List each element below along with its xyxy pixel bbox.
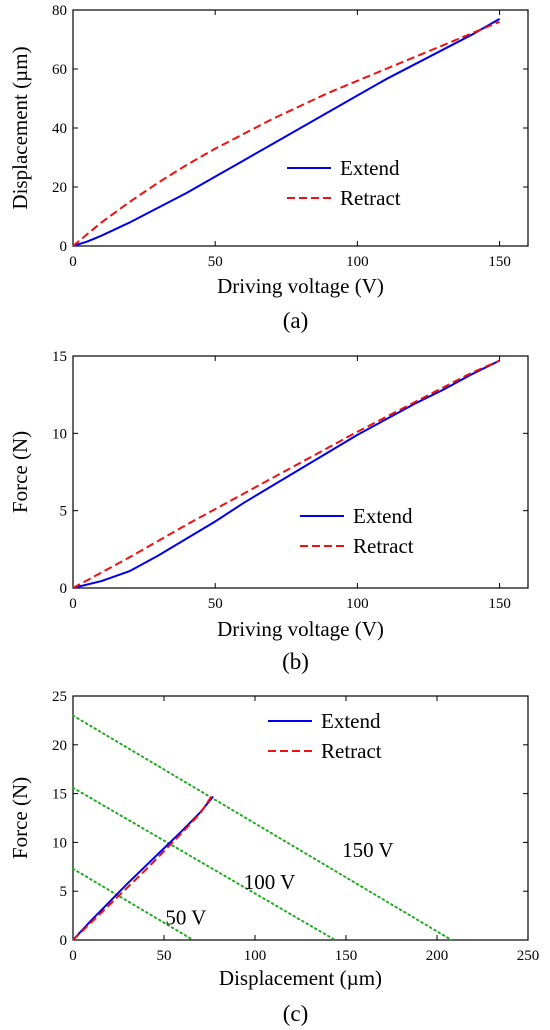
axes-frame xyxy=(72,355,529,589)
chart-panel-2: 0 50 100 150 0 5 10 15 Driving voltage (V) Force … xyxy=(8,349,529,674)
y-axis-label: Displacement (µm) xyxy=(8,46,32,209)
legend-label-retract: Retract xyxy=(353,534,414,558)
y-tick-label: 5 xyxy=(60,884,68,900)
x-axis-label: Driving voltage (V) xyxy=(217,274,384,298)
x-axis-label: Displacement (µm) xyxy=(219,966,382,990)
y-tick-label: 20 xyxy=(52,738,67,754)
series-line-extend xyxy=(72,359,500,589)
y-tick-label: 10 xyxy=(52,835,67,851)
y-axis-label: Force (N) xyxy=(8,777,32,859)
chart-panel-3: 0 50 100 150 200 250 0 5 10 15 20 25 Displacement (µ… xyxy=(8,689,539,1026)
y-tick-label: 0 xyxy=(60,581,68,597)
x-tick-label: 150 xyxy=(488,254,511,270)
load-line-100v xyxy=(72,786,337,941)
x-tick-label: 0 xyxy=(69,254,77,270)
y-tick-label: 0 xyxy=(60,933,68,949)
load-line-50v xyxy=(72,867,195,941)
y-axis-label: Force (N) xyxy=(8,431,32,513)
legend-label-extend: Extend xyxy=(321,709,381,733)
x-tick-label: 0 xyxy=(69,948,77,964)
x-axis-label: Driving voltage (V) xyxy=(217,617,384,641)
x-tick-label: 100 xyxy=(346,254,369,270)
y-tick-label: 60 xyxy=(52,62,67,78)
x-tick-label: 100 xyxy=(244,948,267,964)
series-line-extend xyxy=(72,17,501,247)
y-tick-label: 40 xyxy=(52,121,67,137)
x-tick-label: 50 xyxy=(157,948,172,964)
legend-label-extend: Extend xyxy=(340,156,400,180)
y-tick-label: 15 xyxy=(52,349,67,365)
x-tick-label: 50 xyxy=(208,596,223,612)
series-line-retract xyxy=(72,795,213,941)
x-tick-label: 100 xyxy=(346,596,369,612)
y-tick-label: 10 xyxy=(52,426,67,442)
series-line-retract xyxy=(72,359,500,589)
y-tick-label: 25 xyxy=(52,689,67,705)
y-tick-label: 0 xyxy=(60,239,68,255)
load-line-label: 150 V xyxy=(342,838,394,862)
legend-label-retract: Retract xyxy=(340,186,401,210)
x-tick-label: 50 xyxy=(208,254,223,270)
load-line-label: 50 V xyxy=(165,905,206,929)
x-tick-label: 0 xyxy=(69,596,77,612)
legend-label-retract: Retract xyxy=(321,739,382,763)
x-tick-label: 150 xyxy=(488,596,511,612)
x-tick-label: 250 xyxy=(517,948,540,964)
y-tick-label: 80 xyxy=(52,3,67,19)
x-tick-label: 150 xyxy=(335,948,358,964)
x-tick-label: 200 xyxy=(426,948,449,964)
panel-caption: (c) xyxy=(283,1001,309,1026)
load-line-150v xyxy=(72,714,453,941)
y-tick-label: 5 xyxy=(60,504,68,520)
panel-caption: (b) xyxy=(282,649,309,674)
load-line-label: 100 V xyxy=(244,870,296,894)
series-line-retract xyxy=(72,20,500,247)
y-tick-label: 20 xyxy=(52,180,67,196)
panel-caption: (a) xyxy=(283,308,309,333)
legend-label-extend: Extend xyxy=(353,504,413,528)
chart-panel-1: 0 50 100 150 0 20 40 60 80 Driving voltage (V) Dis… xyxy=(8,3,529,333)
axes-frame xyxy=(72,695,529,941)
y-tick-label: 15 xyxy=(52,787,67,803)
